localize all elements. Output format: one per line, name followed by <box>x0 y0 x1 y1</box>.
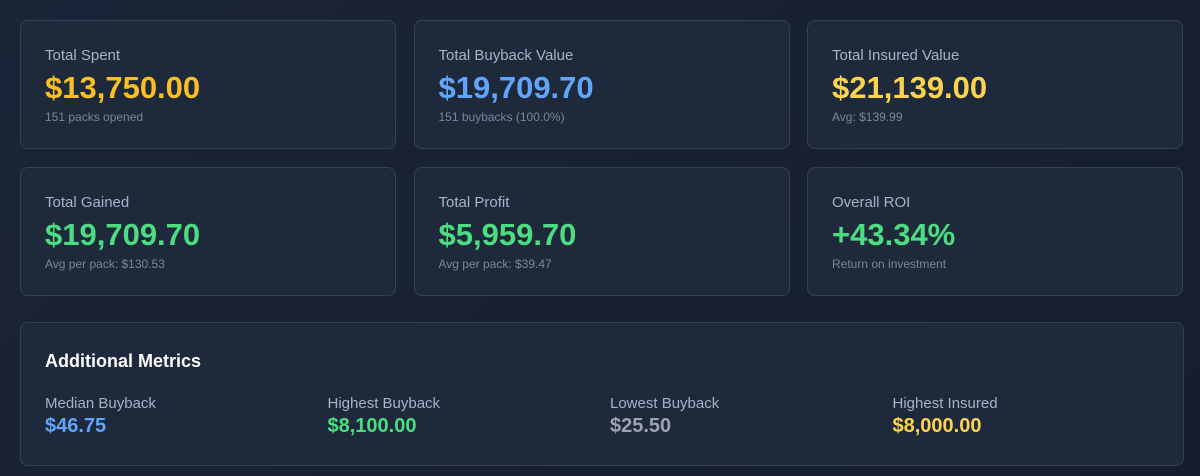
stat-value: $19,709.70 <box>438 70 594 105</box>
additional-metrics: Additional Metrics Median Buyback $46.75 H… <box>20 322 1184 466</box>
metric: Highest Buyback $8,100.00 <box>328 395 441 438</box>
stat-label: Total Gained <box>45 194 130 211</box>
stat-label: Total Spent <box>45 47 121 64</box>
stat-subtext: Avg per pack: $39.47 <box>438 257 552 271</box>
metric: Median Buyback $46.75 <box>45 395 156 438</box>
stat-value: $21,139.00 <box>832 70 988 105</box>
stat-card: Total Insured Value $21,139.00 Avg: $139.9… <box>807 20 1183 149</box>
stat-label: Total Buyback Value <box>438 47 574 64</box>
stat-card: Overall ROI +43.34% Return on investment <box>807 167 1183 296</box>
metric-value: $25.50 <box>610 415 672 437</box>
stat-card: Total Gained $19,709.70 Avg per pack: $130… <box>20 167 396 296</box>
stat-subtext: Return on investment <box>832 257 947 271</box>
section-title: Additional Metrics <box>45 351 202 371</box>
metric-label: Highest Buyback <box>327 395 441 412</box>
metric-value: $46.75 <box>45 415 107 437</box>
stat-subtext: 151 packs opened <box>45 110 144 124</box>
metric: Lowest Buyback $25.50 <box>610 395 719 438</box>
stat-label: Overall ROI <box>832 194 911 211</box>
stat-subtext: Avg per pack: $130.53 <box>45 257 165 271</box>
stat-card: Total Profit $5,959.70 Avg per pack: $39.4… <box>413 167 790 296</box>
metric: Highest Insured $8,000.00 <box>893 395 998 438</box>
metric-value: $8,000.00 <box>892 415 982 437</box>
stat-card: Total Spent $13,750.00 151 packs opened <box>20 20 396 149</box>
stat-label: Total Insured Value <box>832 47 960 64</box>
stat-subtext: Avg: $139.99 <box>832 110 903 124</box>
stat-value: $5,959.70 <box>438 217 577 252</box>
stat-label: Total Profit <box>438 194 510 211</box>
stat-card: Total Buyback Value $19,709.70 151 buyback… <box>413 20 790 149</box>
metric-label: Highest Insured <box>892 395 998 412</box>
stat-value: +43.34% <box>832 217 956 252</box>
metric-value: $8,100.00 <box>327 415 417 437</box>
metric-label: Median Buyback <box>45 395 156 412</box>
stat-subtext: 151 buybacks (100.0%) <box>438 110 565 124</box>
metric-label: Lowest Buyback <box>610 395 720 412</box>
stat-value: $13,750.00 <box>45 70 201 105</box>
stat-value: $19,709.70 <box>45 217 201 252</box>
